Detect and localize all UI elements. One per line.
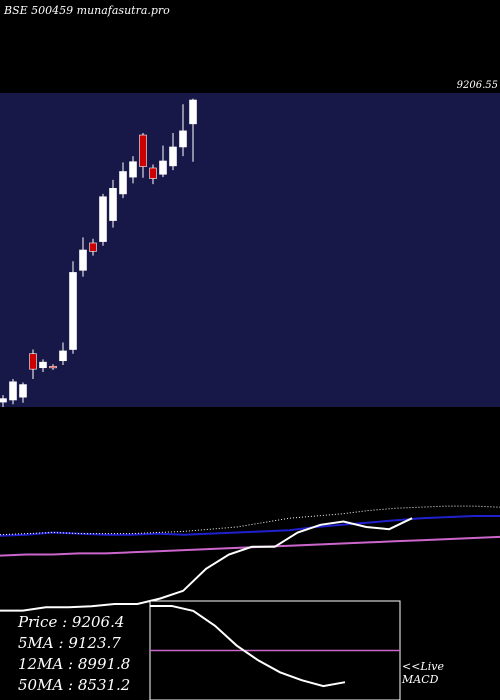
candle-bull	[109, 188, 117, 221]
price-level-label: 9206.55	[456, 80, 498, 91]
candle-bull	[119, 171, 127, 195]
stat-price: Price : 9206.4	[18, 613, 125, 631]
macd-tag: <<Live MACD	[402, 660, 444, 686]
candle-panel	[0, 93, 500, 407]
candle-bull	[39, 361, 47, 369]
candle-bull	[0, 398, 7, 403]
candle-bull	[9, 381, 17, 401]
candle-bull	[179, 130, 187, 148]
candle-bull	[19, 384, 27, 398]
candle-bull	[79, 249, 87, 271]
candle-bear	[149, 167, 157, 179]
macd-line	[150, 604, 346, 688]
chart-title: BSE 500459 munafasutra.pro	[4, 4, 170, 17]
candle-bear	[49, 366, 57, 369]
price-line-white	[0, 517, 413, 612]
ma-line-magenta	[0, 535, 500, 557]
ma-line-dotted	[0, 505, 500, 536]
stat-12ma: 12MA : 8991.8	[18, 655, 131, 673]
macd-tag-line1: <<Live	[402, 660, 444, 673]
candles-group	[0, 98, 197, 407]
candle-bull	[99, 196, 107, 242]
macd-tag-line2: MACD	[402, 673, 439, 686]
stat-5ma: 5MA : 9123.7	[18, 634, 121, 652]
candle-bull	[169, 146, 177, 167]
candle-bull	[189, 99, 197, 125]
candle-bull	[69, 272, 77, 350]
ma-line-blue	[0, 515, 500, 537]
stats-block: Price : 9206.4 5MA : 9123.7 12MA : 8991.…	[18, 612, 130, 696]
moving-average-lines	[0, 505, 500, 612]
candle-bull	[159, 160, 167, 175]
candle-bull	[59, 350, 67, 362]
candle-bear	[29, 353, 37, 370]
candle-bull	[129, 161, 137, 178]
stat-50ma: 50MA : 8531.2	[18, 676, 131, 694]
candle-bear	[139, 134, 147, 167]
candle-bear	[89, 242, 97, 252]
macd-lines	[150, 604, 400, 688]
